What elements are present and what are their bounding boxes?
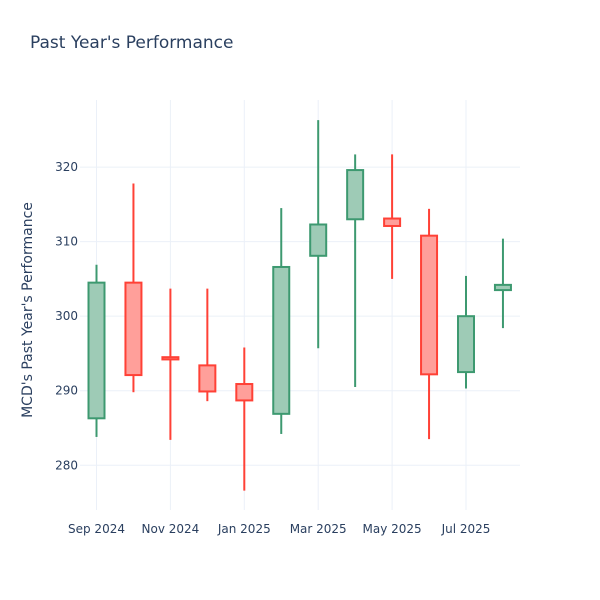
- candle-body: [272, 265, 291, 415]
- candle-increasing: [272, 208, 291, 434]
- candle-increasing: [309, 120, 328, 349]
- y-tick-label: 320: [55, 160, 78, 174]
- candle-increasing: [457, 275, 475, 389]
- candle-decreasing: [420, 208, 439, 440]
- grid-layer: [80, 100, 520, 510]
- candle-increasing: [493, 238, 512, 329]
- candle-body: [493, 283, 512, 292]
- candle-body: [457, 315, 475, 374]
- axis-layer: 280 290 300 310 320 Sep 2024 Nov 2024 Jan 2025 M…: [55, 160, 490, 536]
- candle-decreasing: [235, 347, 254, 491]
- candle-decreasing: [383, 154, 402, 279]
- y-tick-label: 310: [55, 235, 78, 249]
- candle-decreasing: [198, 288, 217, 402]
- candle-body: [124, 281, 143, 377]
- x-tick-label: Nov 2024: [142, 522, 200, 536]
- candle-increasing: [87, 264, 106, 437]
- x-tick-label: Jul 2025: [441, 522, 491, 536]
- x-tick-label: Jan 2025: [217, 522, 271, 536]
- x-tick-label: Mar 2025: [290, 522, 347, 536]
- candle-body: [235, 383, 254, 402]
- x-tick-label: Sep 2024: [68, 522, 125, 536]
- y-tick-label: 290: [55, 384, 78, 398]
- candle-body: [161, 356, 180, 361]
- candle-body: [198, 364, 217, 393]
- y-tick-label: 300: [55, 309, 78, 323]
- candle-increasing: [346, 154, 365, 387]
- x-tick-label: May 2025: [363, 522, 422, 536]
- candle-body: [420, 234, 439, 376]
- candle-body: [346, 169, 365, 221]
- candle-body: [87, 281, 106, 420]
- candle-decreasing: [161, 288, 180, 440]
- candle-body: [309, 223, 328, 257]
- y-tick-label: 280: [55, 458, 78, 472]
- chart-title: Past Year's Performance: [30, 33, 234, 53]
- y-axis-title: MCD's Past Year's Performance: [20, 202, 36, 418]
- candle-body: [383, 217, 402, 227]
- candle-decreasing: [124, 183, 143, 393]
- candle-layer: [87, 120, 512, 491]
